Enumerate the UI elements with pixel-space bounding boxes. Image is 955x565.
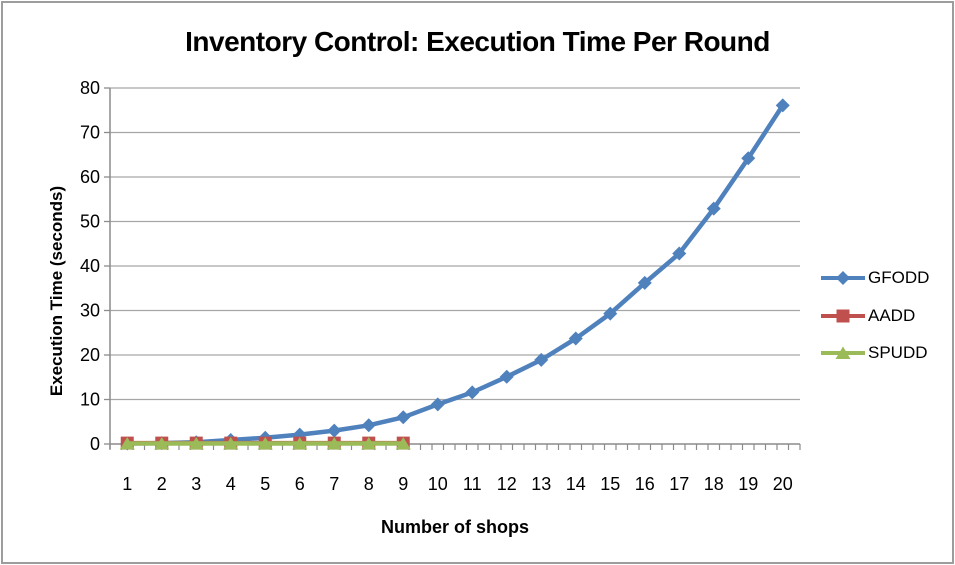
data-point-spudd [395, 437, 411, 450]
data-point-gfodd [741, 151, 756, 166]
data-point-spudd [361, 437, 377, 450]
x-tick-label: 4 [226, 474, 236, 494]
x-tick-label: 18 [704, 474, 724, 494]
legend-label: GFODD [868, 268, 930, 287]
x-axis-title: Number of shops [380, 517, 529, 537]
data-point-gfodd [534, 352, 549, 367]
data-point-spudd [326, 437, 342, 450]
x-tick-label: 12 [497, 474, 517, 494]
legend-swatch-square-icon [821, 309, 865, 323]
x-tick-label: 8 [364, 474, 374, 494]
y-tick-label: 30 [80, 301, 100, 321]
data-point-gfodd [396, 410, 411, 425]
x-tick-label: 15 [600, 474, 620, 494]
x-tick-label: 5 [260, 474, 270, 494]
data-point-gfodd [603, 306, 618, 321]
x-tick-label: 3 [191, 474, 201, 494]
legend-swatch-diamond-icon [821, 271, 865, 285]
x-tick-label: 19 [738, 474, 758, 494]
data-point-gfodd [637, 275, 652, 290]
data-point-gfodd [327, 423, 342, 438]
y-tick-label: 60 [80, 167, 100, 187]
data-point-spudd [188, 437, 204, 450]
y-tick-label: 20 [80, 345, 100, 365]
y-tick-label: 10 [80, 390, 100, 410]
legend-item-gfodd: GFODD [820, 268, 929, 288]
legend-label: AADD [868, 306, 916, 325]
y-tick-label: 0 [90, 434, 100, 454]
legend-item-spudd: SPUDD [820, 343, 928, 363]
data-point-spudd [154, 437, 170, 450]
legend-item-aadd: AADD [820, 306, 915, 326]
data-point-spudd [119, 437, 135, 450]
data-point-gfodd [775, 98, 790, 113]
data-point-spudd [257, 437, 273, 450]
x-tick-label: 2 [157, 474, 167, 494]
data-point-gfodd [568, 331, 583, 346]
chart-title: Inventory Control: Execution Time Per Ro… [185, 26, 770, 57]
x-tick-label: 11 [463, 474, 482, 494]
data-point-gfodd [465, 385, 480, 400]
x-tick-label: 7 [329, 474, 339, 494]
x-tick-label: 6 [295, 474, 305, 494]
x-tick-label: 10 [428, 474, 448, 494]
x-tick-label: 9 [398, 474, 408, 494]
data-point-gfodd [361, 418, 376, 433]
data-point-gfodd [706, 201, 721, 216]
series-line-gfodd [127, 104, 785, 446]
y-tick-label: 70 [80, 123, 100, 143]
x-tick-label: 14 [566, 474, 586, 494]
y-tick-label: 50 [80, 212, 100, 232]
legend-swatch-triangle-icon [821, 346, 865, 359]
data-point-gfodd [672, 246, 687, 261]
data-point-gfodd [499, 369, 514, 384]
y-tick-label: 80 [80, 78, 100, 98]
x-tick-label: 13 [531, 474, 551, 494]
data-point-spudd [223, 437, 239, 450]
x-tick-label: 16 [635, 474, 655, 494]
data-point-spudd [292, 437, 308, 450]
x-tick-label: 17 [669, 474, 689, 494]
x-tick-label: 1 [122, 474, 132, 494]
y-tick-label: 40 [80, 256, 100, 276]
legend-label: SPUDD [868, 343, 928, 362]
data-point-gfodd [430, 397, 445, 412]
x-tick-label: 20 [773, 474, 793, 494]
